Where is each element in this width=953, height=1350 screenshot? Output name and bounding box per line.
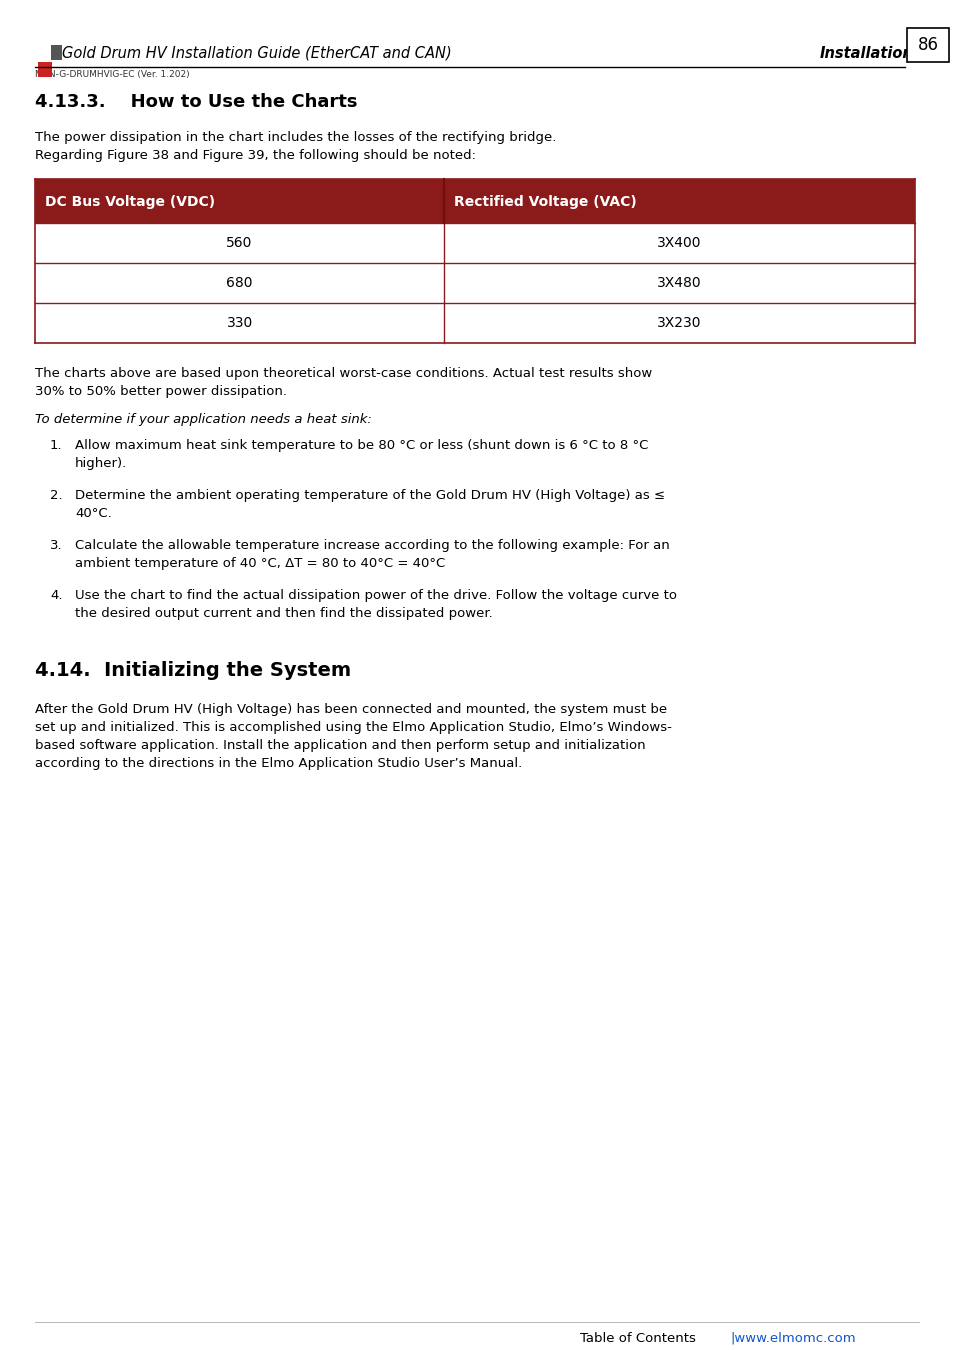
Text: Use the chart to find the actual dissipation power of the drive. Follow the volt: Use the chart to find the actual dissipa…	[75, 589, 677, 602]
Text: 4.14.  Initializing the System: 4.14. Initializing the System	[35, 662, 351, 680]
Text: based software application. Install the application and then perform setup and i: based software application. Install the …	[35, 738, 645, 752]
Text: 330: 330	[226, 316, 253, 329]
Bar	[51, 45, 62, 59]
Text: 1.: 1.	[50, 439, 63, 452]
Text: Gold Drum HV Installation Guide (EtherCAT and CAN): Gold Drum HV Installation Guide (EtherCA…	[62, 46, 452, 61]
Text: 30% to 50% better power dissipation.: 30% to 50% better power dissipation.	[35, 385, 287, 398]
Bar	[906, 28, 948, 62]
Text: Table of Contents: Table of Contents	[579, 1331, 695, 1345]
Text: 3X480: 3X480	[657, 275, 701, 290]
Text: To determine if your application needs a heat sink:: To determine if your application needs a…	[35, 413, 372, 427]
Text: 3X400: 3X400	[657, 236, 701, 250]
Text: the desired output current and then find the dissipated power.: the desired output current and then find…	[75, 608, 493, 620]
Text: according to the directions in the Elmo Application Studio User’s Manual.: according to the directions in the Elmo …	[35, 757, 521, 769]
Text: ambient temperature of 40 °C, ΔT = 80 to 40°C = 40°C: ambient temperature of 40 °C, ΔT = 80 to…	[75, 558, 445, 570]
Text: Installation: Installation	[820, 46, 913, 61]
Text: set up and initialized. This is accomplished using the Elmo Application Studio, : set up and initialized. This is accompli…	[35, 721, 671, 734]
Text: Regarding Figure 38 and Figure 39, the following should be noted:: Regarding Figure 38 and Figure 39, the f…	[35, 148, 476, 162]
Text: Rectified Voltage (VAC): Rectified Voltage (VAC)	[454, 194, 637, 209]
Text: 4.13.3.    How to Use the Charts: 4.13.3. How to Use the Charts	[35, 93, 357, 111]
Text: 86: 86	[917, 36, 938, 54]
Bar	[35, 180, 914, 223]
Text: MAN-G-DRUMHVIG-EC (Ver. 1.202): MAN-G-DRUMHVIG-EC (Ver. 1.202)	[35, 70, 190, 80]
Text: 3.: 3.	[50, 539, 63, 552]
Text: The charts above are based upon theoretical worst-case conditions. Actual test r: The charts above are based upon theoreti…	[35, 367, 652, 379]
Text: |www.elmomc.com: |www.elmomc.com	[729, 1331, 855, 1345]
Text: 3X230: 3X230	[657, 316, 701, 329]
Text: Allow maximum heat sink temperature to be 80 °C or less (shunt down is 6 °C to 8: Allow maximum heat sink temperature to b…	[75, 439, 648, 452]
Text: 4.: 4.	[50, 589, 63, 602]
Text: DC Bus Voltage (VDC): DC Bus Voltage (VDC)	[45, 194, 214, 209]
Text: Calculate the allowable temperature increase according to the following example:: Calculate the allowable temperature incr…	[75, 539, 669, 552]
Text: 560: 560	[226, 236, 253, 250]
Text: After the Gold Drum HV (High Voltage) has been connected and mounted, the system: After the Gold Drum HV (High Voltage) ha…	[35, 703, 666, 716]
Text: higher).: higher).	[75, 458, 127, 470]
Text: 40°C.: 40°C.	[75, 508, 112, 520]
Text: 2.: 2.	[50, 489, 63, 502]
Text: 680: 680	[226, 275, 253, 290]
Bar	[38, 62, 52, 77]
Text: The power dissipation in the chart includes the losses of the rectifying bridge.: The power dissipation in the chart inclu…	[35, 131, 556, 144]
Text: Determine the ambient operating temperature of the Gold Drum HV (High Voltage) a: Determine the ambient operating temperat…	[75, 489, 664, 502]
